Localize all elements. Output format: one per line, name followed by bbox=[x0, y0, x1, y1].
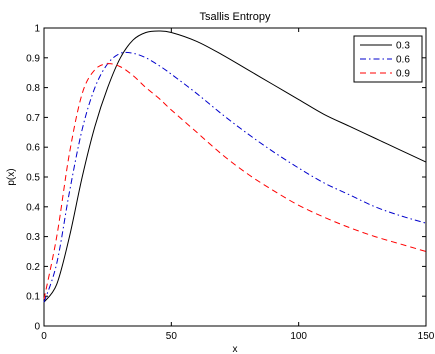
chart-title: Tsallis Entropy bbox=[200, 11, 271, 23]
y-tick-label: 0.3 bbox=[26, 232, 40, 243]
y-tick-label: 0 bbox=[34, 322, 40, 333]
series-lines bbox=[43, 30, 427, 303]
y-tick-label: 0.4 bbox=[26, 202, 40, 213]
y-tick-label: 0.5 bbox=[26, 173, 40, 184]
y-tick-label: 0.1 bbox=[26, 292, 40, 303]
legend-label: 0.9 bbox=[396, 69, 410, 80]
x-tick-label: 50 bbox=[166, 331, 178, 342]
y-tick-label: 0.9 bbox=[26, 53, 40, 64]
y-axis-label: p(x) bbox=[6, 168, 17, 185]
y-tick-label: 1 bbox=[34, 24, 40, 35]
x-tick-label: 100 bbox=[290, 331, 307, 342]
series-line-0.6 bbox=[43, 51, 427, 303]
x-tick-label: 0 bbox=[41, 331, 47, 342]
series-line-0.9 bbox=[43, 63, 427, 300]
legend: 0.3 0.6 0.9 bbox=[353, 35, 423, 83]
axis-ticks: 0 50 100 150 0 0.1 0.2 0.3 0.4 0.5 0.6 0.7 0.8 0.9 1 bbox=[26, 24, 435, 343]
legend-label: 0.3 bbox=[396, 41, 410, 52]
x-tick-label: 150 bbox=[418, 331, 435, 342]
y-tick-label: 0.2 bbox=[26, 262, 40, 273]
legend-label: 0.6 bbox=[396, 55, 410, 66]
y-tick-label: 0.7 bbox=[26, 113, 40, 124]
y-tick-label: 0.6 bbox=[26, 143, 40, 154]
x-axis-label: x bbox=[233, 344, 238, 354]
series-line-0.3 bbox=[43, 30, 427, 303]
y-tick-label: 0.8 bbox=[26, 83, 40, 94]
